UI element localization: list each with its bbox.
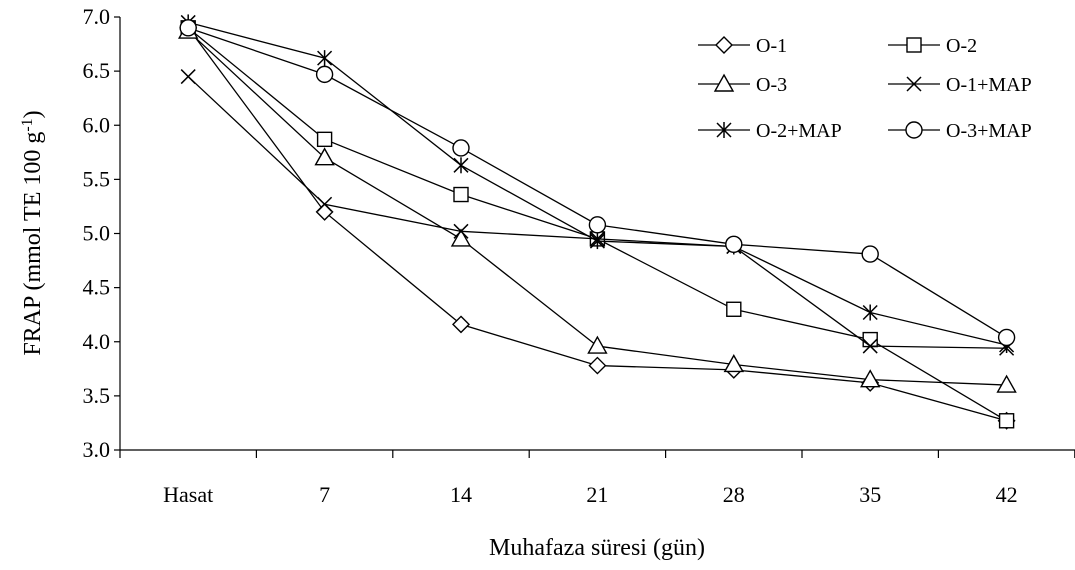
legend-marker: [905, 121, 923, 139]
data-point: [450, 228, 472, 247]
y-tick-label: 4.0: [83, 329, 111, 354]
data-point: [998, 413, 1015, 429]
data-point: [316, 131, 333, 148]
data-point: [180, 69, 196, 85]
data-point: [314, 147, 335, 166]
y-axis-title-main: FRAP (mmol TE 100 g: [20, 132, 46, 356]
legend-label: O-1+MAP: [946, 74, 1032, 96]
legend-label: O-2+MAP: [756, 120, 842, 142]
data-point: [725, 235, 743, 254]
data-point: [315, 65, 334, 84]
legend-marker: [906, 76, 922, 92]
legend-label: O-1: [756, 35, 787, 57]
y-tick-label: 3.0: [83, 437, 111, 462]
series-line: [187, 27, 1007, 338]
data-point: [862, 304, 878, 321]
series-line: [188, 21, 1007, 346]
data-point: [453, 186, 469, 203]
data-point: [452, 139, 470, 157]
x-tick-label: 42: [996, 482, 1018, 507]
y-axis-title: FRAP (mmol TE 100 g-1): [19, 110, 47, 355]
y-tick-label: 7.0: [83, 4, 111, 29]
x-tick-label: 28: [723, 482, 745, 507]
y-tick-label: 5.0: [83, 221, 111, 246]
y-tick-label: 3.5: [83, 383, 111, 408]
data-point: [723, 354, 744, 373]
data-point: [726, 301, 742, 317]
series-line: [187, 30, 1007, 386]
data-point: [861, 245, 879, 263]
legend-entry: O-1+MAP: [888, 74, 1032, 96]
data-point: [317, 196, 333, 212]
legend-marker: [716, 122, 732, 138]
legend-entry: O-3: [698, 73, 787, 96]
data-point: [996, 374, 1017, 393]
series-o-3-map: [179, 19, 1016, 347]
series-line: [187, 76, 1007, 349]
y-tick-label: 6.0: [83, 112, 111, 137]
data-point: [862, 338, 878, 354]
legend-label: O-3: [756, 74, 787, 96]
legend-entry: O-2: [888, 35, 977, 57]
series-o-1-map: [180, 69, 1015, 356]
legend: O-1 O-2 O-3 O-1+MAP O-2+MAP O-3+MAP: [698, 35, 1032, 142]
data-point: [179, 19, 197, 37]
legend-marker: [715, 36, 733, 54]
x-tick-label: 7: [319, 482, 330, 507]
data-point: [997, 328, 1016, 347]
legend-entry: O-1: [698, 35, 787, 57]
series-o-3: [178, 20, 1017, 393]
x-tick-label: 21: [586, 482, 608, 507]
data-point: [587, 335, 608, 354]
y-tick-label: 5.5: [83, 166, 111, 191]
legend-label: O-3+MAP: [946, 120, 1032, 142]
data-point: [452, 315, 470, 334]
legend-marker: [713, 73, 735, 92]
y-axis-title-superscript: -1: [19, 118, 36, 131]
series-layer: [178, 14, 1017, 430]
data-point: [588, 356, 607, 375]
data-point: [862, 331, 878, 348]
data-point: [315, 202, 334, 221]
y-tick-label: 4.5: [83, 275, 111, 300]
x-tick-label: Hasat: [163, 482, 213, 507]
data-point: [589, 233, 605, 250]
data-point: [317, 50, 333, 67]
x-tick-label: 35: [859, 482, 881, 507]
y-axis-title-close: ): [20, 110, 46, 118]
data-point: [588, 216, 607, 234]
x-tick-label: 14: [450, 482, 472, 507]
data-point: [453, 157, 469, 174]
series-o-2-map: [180, 14, 1015, 353]
axes: 3.0 3.5 4.0 4.5 5.0 5.5 6.0 6.5 7.0 Hasat 7 14 21 28 3…: [83, 4, 1075, 507]
data-point: [860, 369, 881, 388]
data-point: [453, 223, 469, 239]
legend-marker: [906, 37, 922, 53]
x-axis-title: Muhafaza süresi (gün): [489, 535, 705, 561]
legend-entry: O-2+MAP: [698, 120, 842, 142]
y-tick-label: 6.5: [83, 58, 111, 83]
legend-label: O-2: [946, 35, 977, 57]
legend-entry: O-3+MAP: [888, 120, 1032, 142]
